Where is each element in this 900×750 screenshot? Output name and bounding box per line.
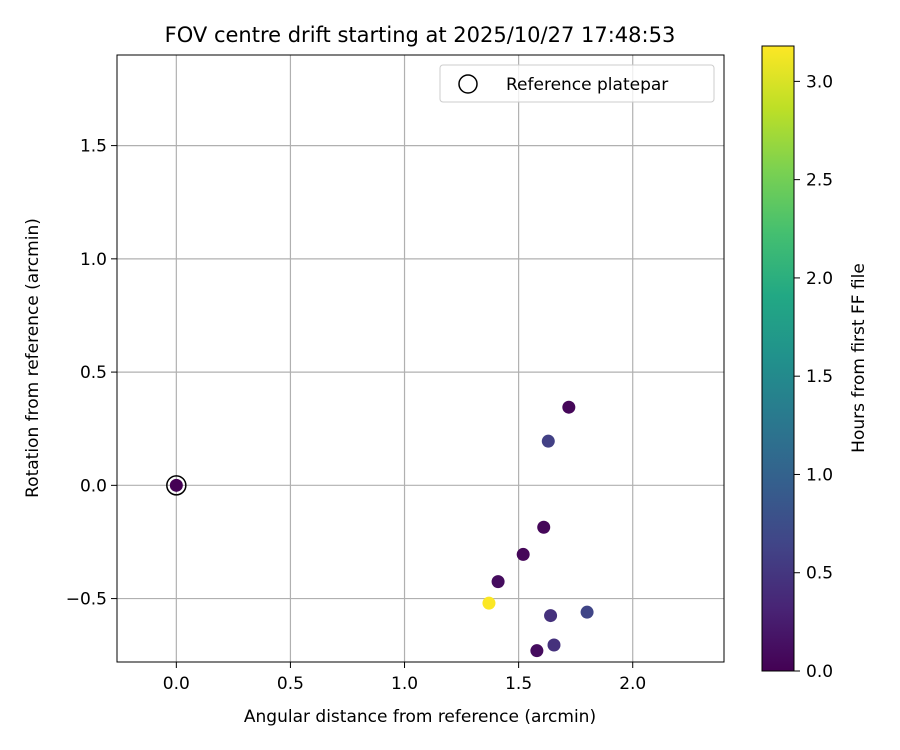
data-point bbox=[482, 596, 496, 610]
reference-platepar-marker bbox=[166, 475, 187, 496]
y-axis-label: Rotation from reference (arcmin) bbox=[23, 218, 43, 498]
x-tick-label: 0.0 bbox=[163, 674, 190, 694]
chart-title: FOV centre drift starting at 2025/10/27 … bbox=[165, 23, 676, 47]
colorbar-frame bbox=[761, 45, 795, 672]
data-point bbox=[491, 575, 505, 589]
colorbar-tick-label: 1.0 bbox=[806, 465, 833, 485]
legend: Reference platepar bbox=[439, 64, 715, 103]
colorbar-tick-label: 3.0 bbox=[806, 72, 833, 92]
colorbar-label: Hours from first FF file bbox=[849, 263, 869, 453]
legend-box bbox=[439, 64, 715, 103]
data-points bbox=[169, 400, 594, 658]
data-point bbox=[516, 547, 530, 561]
data-point bbox=[562, 400, 576, 414]
x-tick-label: 1.5 bbox=[505, 674, 532, 694]
data-point bbox=[530, 644, 544, 658]
y-tick-label: 0.5 bbox=[80, 363, 107, 383]
y-tick-label: 1.5 bbox=[80, 137, 107, 157]
colorbar-tick-label: 1.5 bbox=[806, 367, 833, 387]
y-tick-label: 1.0 bbox=[80, 250, 107, 270]
colorbar-tick-label: 2.0 bbox=[806, 269, 833, 289]
legend-label-reference: Reference platepar bbox=[506, 75, 668, 95]
reference-marker bbox=[166, 475, 187, 496]
colorbar-tick-label: 0.0 bbox=[806, 662, 833, 682]
y-tick-label: 0.0 bbox=[80, 476, 107, 496]
y-axis-ticks: −0.5 0.0 0.5 1.0 1.5 bbox=[66, 137, 117, 610]
legend-reference-marker bbox=[458, 74, 478, 94]
colorbar-tick-label: 0.5 bbox=[806, 564, 833, 584]
x-axis-label: Angular distance from reference (arcmin) bbox=[244, 707, 596, 727]
data-point bbox=[537, 520, 551, 534]
x-tick-label: 0.5 bbox=[277, 674, 304, 694]
colorbar-tick-label: 2.5 bbox=[806, 171, 833, 191]
colorbar: 0.0 0.5 1.0 1.5 2.0 2.5 3.0 Hours from first F… bbox=[761, 45, 869, 682]
grid-lines bbox=[117, 55, 724, 662]
plot-frame bbox=[116, 54, 725, 663]
data-point bbox=[580, 605, 594, 619]
data-point bbox=[169, 478, 183, 492]
y-tick-label: −0.5 bbox=[66, 590, 107, 610]
x-axis-ticks: 0.0 0.5 1.0 1.5 2.0 bbox=[163, 662, 646, 694]
data-point bbox=[547, 638, 561, 652]
x-tick-label: 1.0 bbox=[391, 674, 418, 694]
data-point bbox=[541, 434, 555, 448]
colorbar-ticks: 0.0 0.5 1.0 1.5 2.0 2.5 3.0 bbox=[794, 72, 833, 682]
data-point bbox=[544, 609, 558, 623]
x-tick-label: 2.0 bbox=[619, 674, 646, 694]
colorbar-gradient bbox=[762, 46, 794, 671]
plot-area bbox=[117, 55, 724, 662]
